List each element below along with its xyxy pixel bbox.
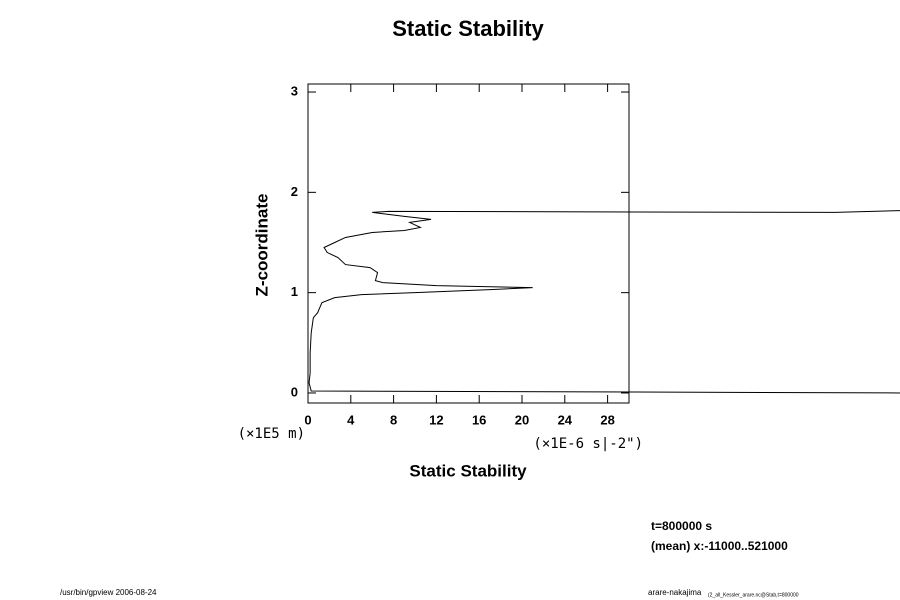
x-tick-label: 4: [347, 412, 355, 427]
annotation: (mean) x:-11000..521000: [651, 539, 788, 553]
x-tick-label: 20: [515, 412, 529, 427]
x-tick-label: 28: [600, 412, 614, 427]
y-axis-label: Z-coordinate: [252, 194, 271, 297]
footer: arare-nakajima: [648, 588, 702, 597]
y-unit: (×1E5 m): [238, 426, 305, 442]
x-tick-label: 24: [558, 412, 573, 427]
annotation: t=800000 s: [651, 519, 712, 533]
x-tick-label: 8: [390, 412, 397, 427]
y-tick-label: 2: [291, 184, 298, 199]
footer: /usr/bin/gpview 2006-08-24: [60, 588, 157, 597]
x-axis-label: Static Stability: [409, 461, 527, 480]
x-tick-label: 0: [304, 412, 311, 427]
plot-frame: [307, 83, 630, 404]
footer: (2_all_Kessler_arare.nc@Stab,t=800000: [708, 592, 799, 598]
chart-title: Static Stability: [392, 16, 544, 41]
profile-line: [308, 210, 900, 394]
y-tick-label: 1: [291, 284, 298, 299]
x-tick-label: 16: [472, 412, 486, 427]
x-unit: (×1E-6 s|-2"): [533, 436, 643, 452]
x-tick-label: 12: [429, 412, 443, 427]
y-tick-label: 3: [291, 83, 298, 98]
y-tick-label: 0: [291, 384, 298, 399]
